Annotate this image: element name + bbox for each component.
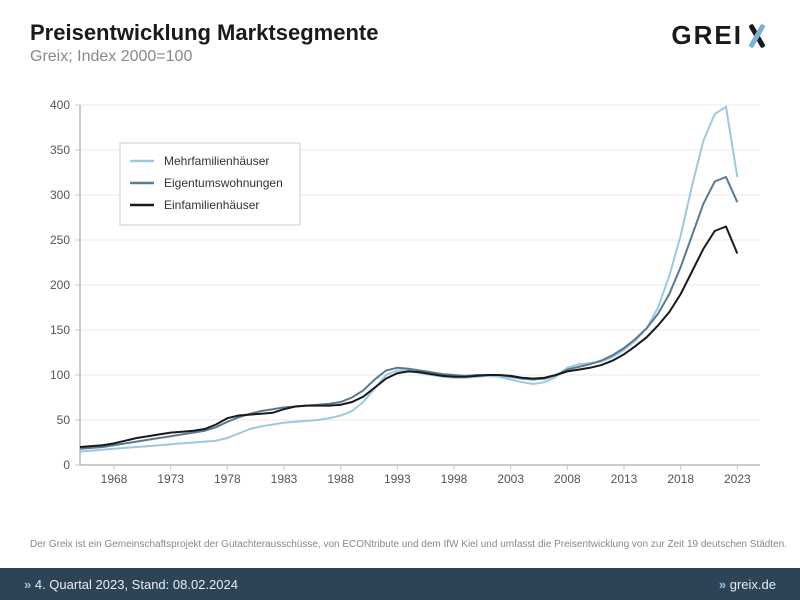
y-tick-label: 100	[50, 368, 70, 382]
y-tick-label: 150	[50, 323, 70, 337]
logo-x-icon	[744, 23, 770, 49]
x-tick-label: 1978	[214, 472, 241, 486]
x-tick-label: 1988	[327, 472, 354, 486]
legend-label: Mehrfamilienhäuser	[164, 154, 269, 168]
x-tick-label: 2008	[554, 472, 581, 486]
y-tick-label: 400	[50, 98, 70, 112]
greix-logo: GREI	[671, 20, 770, 51]
y-tick-label: 50	[57, 413, 71, 427]
x-tick-label: 1968	[101, 472, 128, 486]
y-tick-label: 200	[50, 278, 70, 292]
x-tick-label: 1983	[271, 472, 298, 486]
y-tick-label: 250	[50, 233, 70, 247]
footer-status: 4. Quartal 2023, Stand: 08.02.2024	[24, 577, 238, 592]
y-tick-label: 350	[50, 143, 70, 157]
chart-svg: 0 50 100 150 200 250 300 350 400 1968 1973 1978 1983…	[30, 95, 770, 495]
header: Preisentwicklung Marktsegmente Greix; In…	[0, 0, 800, 66]
legend-label: Eigentumswohnungen	[164, 176, 283, 190]
footnote: Der Greix ist ein Gemeinschaftsprojekt d…	[30, 539, 787, 550]
page-subtitle: Greix; Index 2000=100	[30, 48, 378, 66]
x-tick-label: 2013	[611, 472, 638, 486]
title-block: Preisentwicklung Marktsegmente Greix; In…	[30, 20, 378, 66]
chart: 0 50 100 150 200 250 300 350 400 1968 1973 1978 1983…	[30, 95, 770, 495]
x-tick-label: 1973	[157, 472, 184, 486]
y-tick-label: 0	[63, 458, 70, 472]
footer-link[interactable]: greix.de	[719, 577, 776, 592]
page-title: Preisentwicklung Marktsegmente	[30, 20, 378, 46]
x-tick-label: 1998	[441, 472, 468, 486]
x-tick-label: 2003	[497, 472, 524, 486]
logo-text: GREI	[671, 20, 743, 51]
footer-bar: 4. Quartal 2023, Stand: 08.02.2024 greix…	[0, 568, 800, 600]
x-tick-label: 1993	[384, 472, 411, 486]
x-tick-label: 2023	[724, 472, 751, 486]
legend-label: Einfamilienhäuser	[164, 198, 259, 212]
y-tick-label: 300	[50, 188, 70, 202]
x-tick-label: 2018	[667, 472, 694, 486]
